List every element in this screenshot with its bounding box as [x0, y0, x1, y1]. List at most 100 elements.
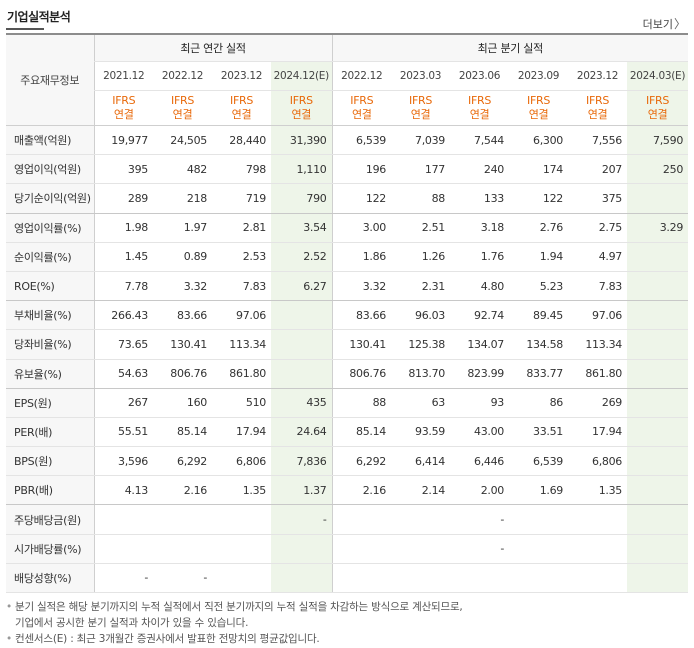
table-cell: 85.14 [331, 417, 392, 448]
table-cell [271, 563, 333, 594]
basis-standard: IFRS [646, 94, 670, 107]
table-cell [509, 534, 569, 564]
table-cell: 93 [450, 388, 510, 418]
table-cell: 207 [568, 154, 628, 185]
basis-scope: 연결 [587, 108, 608, 121]
table-cell: 113.34 [212, 329, 271, 360]
more-link[interactable]: 더보기〉 [643, 15, 686, 32]
table-cell: 798 [212, 154, 271, 185]
table-cell: 2.81 [212, 213, 271, 243]
table-cell [627, 534, 689, 564]
table-cell: 7,836 [271, 446, 333, 477]
table-cell: 73.65 [93, 329, 153, 360]
table-cell: 806.76 [331, 359, 392, 389]
table-cell [271, 359, 333, 389]
table-cell: 719 [212, 183, 271, 214]
basis-header: IFRS 연결 [509, 90, 569, 126]
row-label: 매출액(억원) [6, 125, 94, 156]
table-cell: 1.94 [509, 242, 569, 272]
table-cell: 861.80 [212, 359, 271, 389]
table-cell: 1.97 [153, 213, 212, 243]
table-cell [212, 563, 271, 594]
table-cell: 134.07 [450, 329, 510, 360]
table-row: BPS(원) 3,596 6,292 6,806 7,836 6,292 6,414 6,44… [6, 446, 689, 477]
table-cell: 395 [93, 154, 153, 185]
table-cell: 133 [450, 183, 510, 214]
basis-scope: 연결 [647, 108, 668, 121]
table-cell: 510 [212, 388, 271, 418]
table-cell [627, 504, 689, 535]
table-cell: 813.70 [391, 359, 451, 389]
row-label-header: 주요재무정보 [6, 33, 94, 126]
table-cell: 2.14 [391, 475, 451, 506]
table-row: ROE(%) 7.78 3.32 7.83 6.27 3.32 2.31 4.80 5.23 7.… [6, 271, 689, 302]
financial-table: 주요재무정보 최근 연간 실적 최근 분기 실적 2021.12 2022.12 2… [6, 33, 689, 594]
table-row: 주당배당금(원) - - [6, 504, 689, 535]
table-cell: 6,539 [509, 446, 569, 477]
table-cell: 86 [509, 388, 569, 418]
table-cell: 122 [509, 183, 569, 214]
more-label[interactable]: 더보기 [642, 18, 673, 31]
row-label: 영업이익률(%) [6, 213, 94, 243]
table-cell: - [93, 563, 153, 594]
table-cell: 823.99 [450, 359, 510, 389]
footnote: • 분기 실적은 해당 분기까지의 누적 실적에서 직전 분기까지의 누적 실적을… [6, 599, 463, 615]
table-cell [627, 563, 689, 594]
basis-standard: IFRS [112, 94, 136, 107]
table-cell: 97.06 [568, 300, 628, 331]
table-cell [509, 563, 569, 594]
table-cell: 6,806 [568, 446, 628, 477]
table-cell: 3.00 [331, 213, 392, 243]
basis-row: IFRS 연결 IFRS 연결 IFRS 연결 IFRS 연결 IFRS 연결 IFRS 연결 IFRS… [6, 90, 689, 126]
basis-standard: IFRS [171, 94, 194, 107]
table-cell: 19,977 [93, 125, 153, 156]
bullet-icon: • [6, 633, 12, 645]
table-cell: 4.97 [568, 242, 628, 272]
table-cell: 31,390 [271, 125, 333, 156]
table-cell: 7,544 [450, 125, 510, 156]
table-cell [212, 504, 271, 535]
table-cell: 269 [568, 388, 628, 418]
basis-scope: 연결 [231, 108, 252, 121]
row-label: 유보율(%) [6, 359, 94, 389]
basis-standard: IFRS [527, 94, 551, 107]
table-cell: - [153, 563, 212, 594]
table-cell [450, 563, 510, 594]
table-cell: 2.76 [509, 213, 569, 243]
chevron-right-icon[interactable]: 〉 [673, 17, 686, 31]
table-cell: 196 [331, 154, 392, 185]
table-row: EPS(원) 267 160 510 435 88 63 93 86 269 [6, 388, 689, 418]
table-cell: 3.29 [627, 213, 689, 243]
table-cell [153, 504, 212, 535]
table-cell: 85.14 [153, 417, 212, 448]
basis-header: IFRS 연결 [212, 90, 271, 126]
basis-scope: 연결 [172, 108, 193, 121]
table-cell: 83.66 [153, 300, 212, 331]
table-cell: 174 [509, 154, 569, 185]
table-cell: 267 [93, 388, 153, 418]
basis-header: IFRS 연결 [153, 90, 212, 126]
table-cell: - [271, 504, 333, 535]
table-cell: 122 [331, 183, 392, 214]
basis-scope: 연결 [113, 108, 134, 121]
period-header: 2024.03(E) [627, 61, 689, 91]
table-cell: 6,539 [331, 125, 392, 156]
bullet-icon: • [6, 601, 12, 613]
table-cell [331, 563, 392, 594]
table-cell: 2.16 [331, 475, 392, 506]
quarterly-header: 최근 분기 실적 [331, 33, 689, 62]
row-label: BPS(원) [6, 446, 94, 477]
table-cell: 7,590 [627, 125, 689, 156]
table-cell: 83.66 [331, 300, 392, 331]
table-cell: 3.54 [271, 213, 333, 243]
basis-standard: IFRS [409, 94, 433, 107]
table-cell [627, 329, 689, 360]
table-cell: 1.76 [450, 242, 510, 272]
table-cell: 2.51 [391, 213, 451, 243]
table-cell [627, 271, 689, 302]
table-cell: 3,596 [93, 446, 153, 477]
table-row: 부채비율(%) 266.43 83.66 97.06 83.66 96.03 92.74 89… [6, 300, 689, 331]
table-cell: 17.94 [212, 417, 271, 448]
table-cell: - [450, 534, 510, 564]
table-row: 순이익률(%) 1.45 0.89 2.53 2.52 1.86 1.26 1.76 1.94 4… [6, 242, 689, 272]
